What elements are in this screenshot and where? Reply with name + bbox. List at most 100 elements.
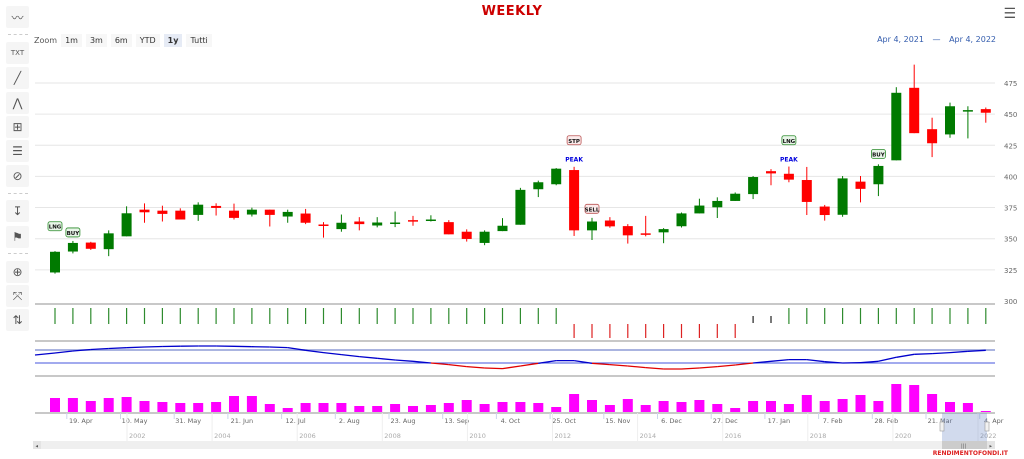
candle-body [694,205,705,214]
scrollbar-right-button[interactable] [987,441,995,449]
oscillator-segment [341,353,360,358]
volume-bar [873,401,884,412]
candle [85,241,96,250]
volume-bar [408,406,418,412]
volume-bar [390,404,401,412]
x-axis-label: 31. May [175,417,201,425]
zoom-button-1m[interactable]: 1m [61,34,82,47]
volume-bar [211,402,222,412]
candle-body [461,231,472,239]
candle-body [873,165,884,185]
date-range: Apr 4, 2021 — Apr 4, 2022 [877,35,996,44]
candle [211,203,222,216]
volume-bar [980,411,991,412]
signal-badge-box [584,203,600,214]
scrollbar-thumb[interactable] [942,441,987,449]
candle [909,64,920,134]
signal-badge-sell: SELL [585,207,600,213]
oscillator-segment [735,362,754,366]
zoom-button-6m[interactable]: 6m [110,34,132,47]
zoom-change-icon[interactable]: ⊕ [6,261,29,283]
zoom-button-3m[interactable]: 3m [85,34,107,47]
candle-body [264,209,275,215]
y-tick-label: 400 [1004,173,1017,181]
candle [658,228,669,244]
candle [157,205,168,222]
scrollbar-left-button[interactable] [33,441,41,449]
elliott-wave-icon[interactable]: ⋀ [6,92,29,114]
candle-body [909,87,920,134]
candle-body [372,222,383,226]
candle [443,220,454,235]
navigator-handle[interactable] [939,421,945,432]
flag-icon[interactable]: ⚑ [6,226,29,248]
chart-title: WEEKLY [481,4,543,19]
zoom-button-1y[interactable]: 1y [163,34,183,47]
navigator-year-label: 2012 [555,432,572,440]
x-axis-label: 10. May [122,417,148,425]
hamburger-menu-icon[interactable]: ☰ [1003,6,1016,22]
candle-body [443,222,454,235]
range-from-input[interactable]: Apr 4, 2021 [877,35,924,44]
candle [264,209,275,227]
candle-body [587,221,597,231]
y-tick-label: 375 [1004,205,1017,213]
volume-bar [50,398,60,412]
crosshair-icon[interactable]: ⊞ [6,116,29,138]
volume-bar [676,402,687,412]
x-axis-label: 13. Sep [444,417,469,425]
candle-body [157,210,168,214]
oscillator-segment [896,353,915,358]
signal-badge-box [566,135,582,146]
fullscreen-icon[interactable]: ⤧ [6,285,29,307]
zoom-button-ytd[interactable]: YTD [135,34,160,47]
navigator-year-label: 2016 [725,432,742,440]
volume-bar [837,399,848,412]
oscillator-segment [484,367,503,370]
candle-body [837,178,848,215]
fibonacci-icon[interactable]: ☰ [6,140,29,162]
candle-body [712,200,723,208]
candle [730,192,741,201]
volume-bar [909,385,920,412]
volume-bar [962,403,973,412]
candle-body [962,110,973,112]
text-annotation-icon[interactable]: TXT [6,42,29,64]
navigator-handle[interactable] [984,421,990,432]
x-axis-label: 28. Feb [874,417,898,425]
zoom-button-tutti[interactable]: Tutti [186,34,212,47]
oscillator-segment [753,360,772,364]
volume-bar [855,395,866,412]
candle-body [229,210,239,218]
y-tick-label: 300 [1004,298,1017,306]
line-icon[interactable]: ╱ [6,67,29,89]
peak-label: PEAK [565,156,583,163]
volume-bar [694,400,705,412]
oscillator-segment [430,362,449,366]
candle-body [730,193,741,201]
indicators-icon[interactable]: 〰 [6,6,29,28]
candle-body [408,220,418,222]
range-to-input[interactable]: Apr 4, 2022 [949,35,996,44]
vertical-counter-icon[interactable]: ↧ [6,200,29,222]
x-axis-label: 15. Nov [605,417,630,425]
volume-bar [157,402,168,412]
volume-bar [569,394,580,412]
candle [229,203,239,220]
hide-annotations-icon[interactable]: ⊘ [6,165,29,187]
navigator-year-label: 2014 [640,432,657,440]
x-axis-label: 23. Aug [390,417,415,425]
candle [479,230,490,246]
navigator-year-label: 2018 [810,432,827,440]
volume-bar [193,403,204,412]
price-indicator-icon[interactable]: ⇅ [6,309,29,331]
candle-body [945,106,955,135]
candle-body [891,92,902,161]
volume-bar [443,403,454,412]
chevron-right-icon: ▸ [990,444,993,450]
navigator-year-label: 2002 [129,432,146,440]
volume-bar [658,401,669,412]
navigator-selected-range[interactable] [942,413,987,441]
x-axis-label: 7. Feb [823,417,843,425]
volume-bar [425,405,436,412]
